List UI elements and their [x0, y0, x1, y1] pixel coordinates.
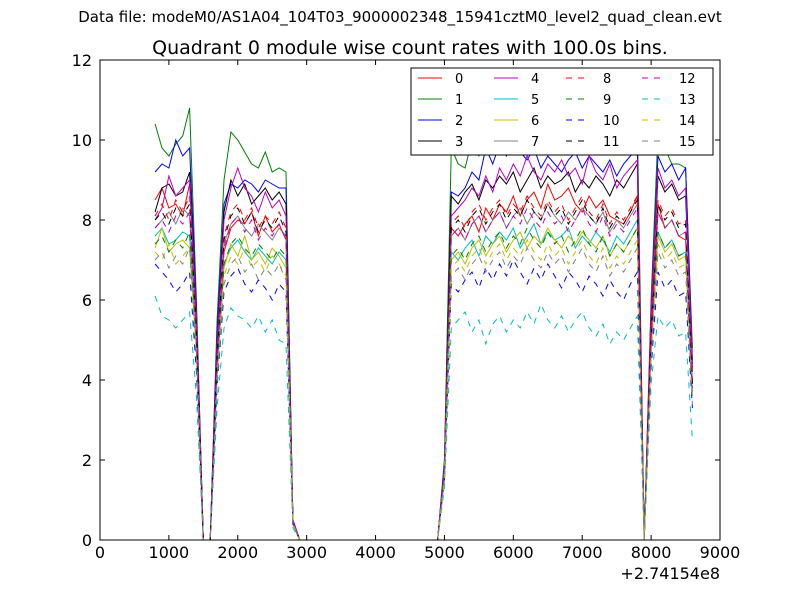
series-line-0 — [154, 182, 693, 541]
x-offset-label: +2.74154e8 — [620, 564, 720, 583]
x-tick-label: 7000 — [562, 543, 603, 562]
legend-label-10: 10 — [603, 114, 620, 129]
x-tick-label: 8000 — [631, 543, 672, 562]
legend-label-8: 8 — [603, 72, 611, 87]
legend-label-14: 14 — [679, 114, 696, 129]
x-tick-label: 5000 — [424, 543, 465, 562]
chart-title: Quadrant 0 module wise count rates with … — [152, 37, 668, 59]
legend-label-6: 6 — [531, 114, 539, 129]
legend-label-0: 0 — [455, 72, 463, 87]
series-line-4 — [154, 154, 693, 541]
y-tick-label: 4 — [82, 371, 92, 390]
legend-label-7: 7 — [531, 135, 539, 150]
legend-label-11: 11 — [603, 135, 620, 150]
y-tick-label: 10 — [72, 131, 92, 150]
y-tick-label: 2 — [82, 451, 92, 470]
series-line-12 — [154, 206, 693, 541]
x-tick-label: 3000 — [286, 543, 327, 562]
series-line-5 — [154, 218, 693, 541]
series-line-9 — [154, 226, 693, 541]
legend-label-13: 13 — [679, 93, 696, 108]
series-line-15 — [154, 246, 693, 541]
legend-label-15: 15 — [679, 135, 696, 150]
y-tick-label: 0 — [82, 531, 92, 550]
x-tick-label: 6000 — [493, 543, 534, 562]
x-tick-label: 9000 — [700, 543, 741, 562]
legend-label-12: 12 — [679, 72, 696, 87]
axis-ticks: 0 1000 2000 3000 4000 5000 6000 7000 8000 9000 0 2 4… — [72, 51, 741, 562]
series-line-10 — [154, 258, 693, 541]
series-line-13 — [154, 295, 693, 541]
legend-label-5: 5 — [531, 93, 539, 108]
y-tick-label: 12 — [72, 51, 92, 70]
plot-lines — [154, 107, 693, 541]
series-line-14 — [154, 238, 693, 541]
legend-label-9: 9 — [603, 93, 611, 108]
x-tick-label: 4000 — [355, 543, 396, 562]
y-tick-label: 8 — [82, 211, 92, 230]
legend-label-1: 1 — [455, 93, 463, 108]
legend-frame — [410, 67, 714, 156]
series-line-7 — [154, 202, 693, 541]
series-line-11 — [154, 198, 693, 541]
x-tick-label: 2000 — [217, 543, 258, 562]
legend-label-3: 3 — [455, 135, 463, 150]
series-line-6 — [154, 226, 693, 541]
legend-label-2: 2 — [455, 114, 463, 129]
x-tick-label: 1000 — [149, 543, 190, 562]
y-tick-label: 6 — [82, 291, 92, 310]
legend-label-4: 4 — [531, 72, 539, 87]
x-tick-label: 0 — [95, 543, 105, 562]
data-file-title: Data file: modeM0/AS1A04_104T03_90000023… — [78, 8, 722, 26]
